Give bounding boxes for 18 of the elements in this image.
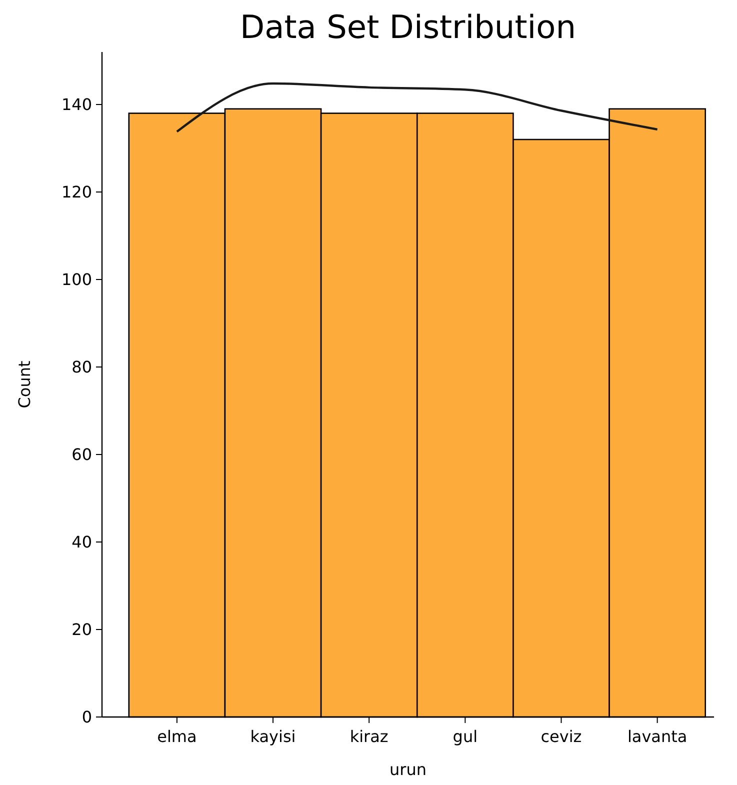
x-tick-label: gul [452,727,478,746]
y-tick-label: 100 [61,270,92,290]
y-tick-label: 40 [72,532,92,552]
x-tick-label: lavanta [627,727,688,746]
y-tick-label: 20 [72,620,92,640]
y-tick-label: 120 [61,182,92,202]
x-tick-label: kayisi [250,727,296,746]
y-tick-label: 80 [72,358,92,377]
x-tick-label: kiraz [350,727,388,746]
x-tick-label: elma [157,727,197,746]
line-series [176,82,658,133]
y-axis-title: Count [15,360,34,408]
x-axis-title: urun [390,760,426,779]
x-tick-label: ceviz [540,727,582,746]
chart-title: Data Set Distribution [240,8,576,46]
y-tick-label: 140 [61,95,92,114]
y-tick-label: 0 [82,708,92,727]
y-tick-label: 60 [72,445,92,464]
